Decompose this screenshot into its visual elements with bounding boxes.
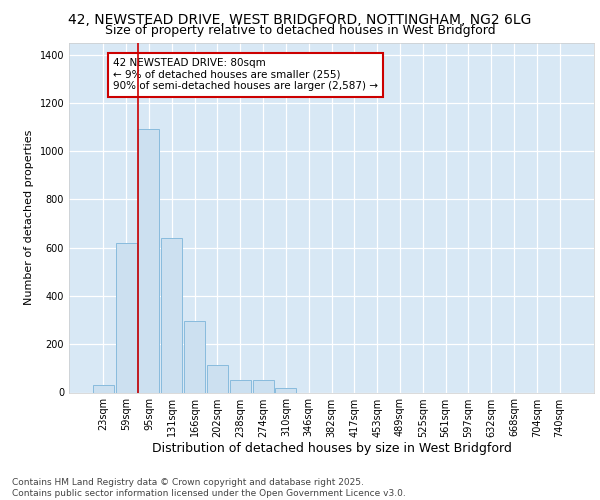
Bar [253,380,274,392]
Bar [161,238,182,392]
Bar [207,364,228,392]
Text: Contains HM Land Registry data © Crown copyright and database right 2025.
Contai: Contains HM Land Registry data © Crown c… [12,478,406,498]
Bar [116,243,137,392]
Bar [230,380,251,392]
Text: Size of property relative to detached houses in West Bridgford: Size of property relative to detached ho… [104,24,496,37]
Y-axis label: Number of detached properties: Number of detached properties [24,130,34,305]
Bar [275,388,296,392]
X-axis label: Distribution of detached houses by size in West Bridgford: Distribution of detached houses by size … [152,442,511,456]
Bar [139,130,160,392]
Bar [184,322,205,392]
Text: 42 NEWSTEAD DRIVE: 80sqm
← 9% of detached houses are smaller (255)
90% of semi-d: 42 NEWSTEAD DRIVE: 80sqm ← 9% of detache… [113,58,378,92]
Text: 42, NEWSTEAD DRIVE, WEST BRIDGFORD, NOTTINGHAM, NG2 6LG: 42, NEWSTEAD DRIVE, WEST BRIDGFORD, NOTT… [68,12,532,26]
Bar [93,386,114,392]
